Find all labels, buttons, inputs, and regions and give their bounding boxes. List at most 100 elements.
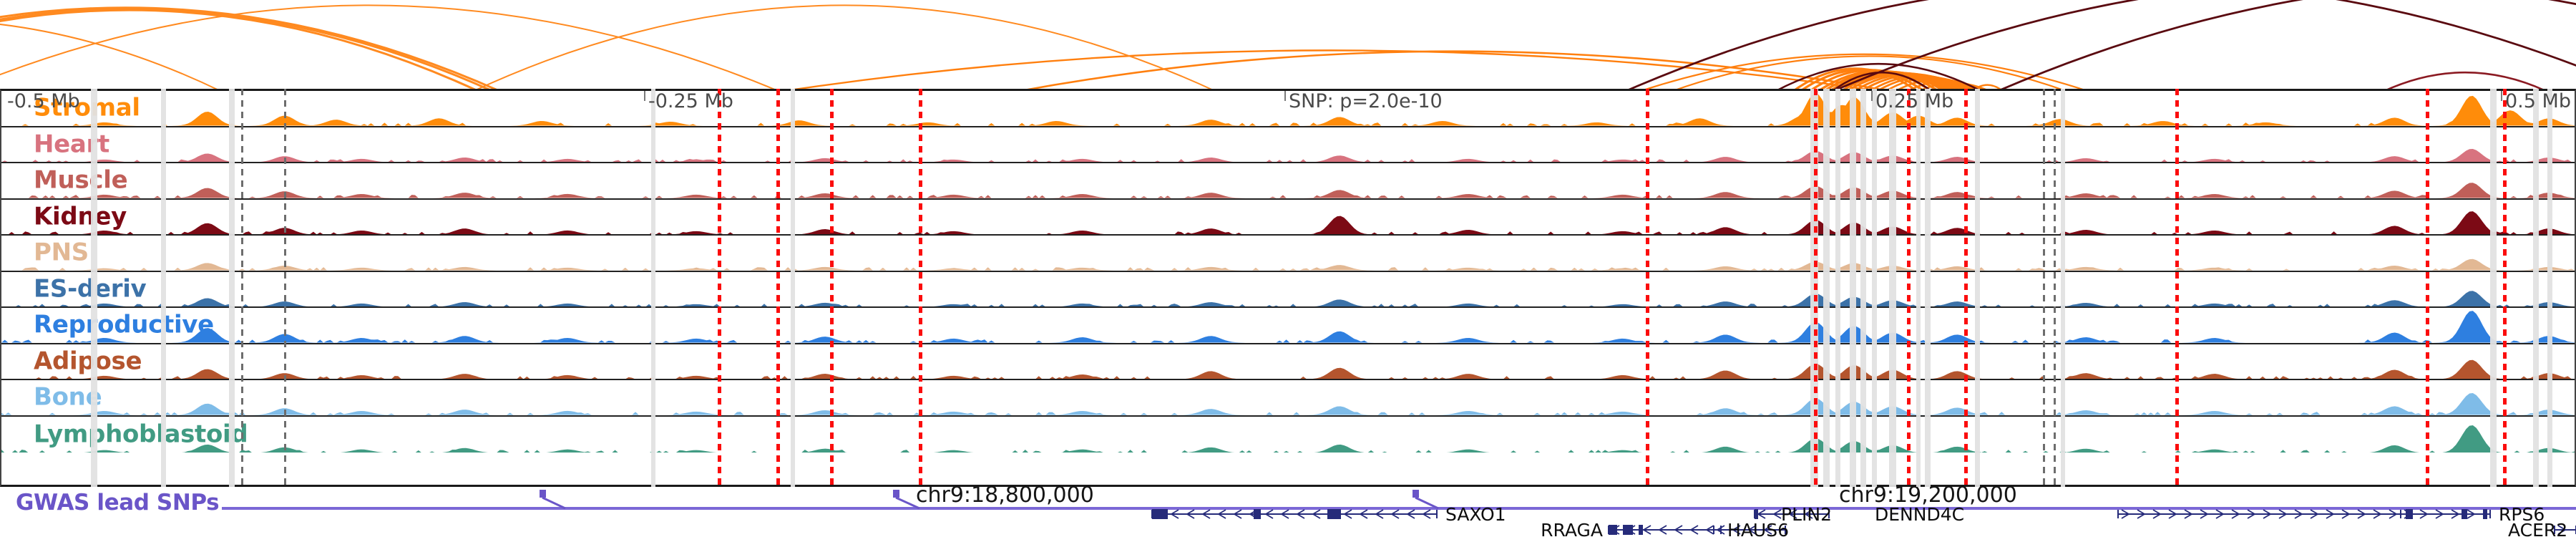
strand-arrow [1170,509,1179,519]
exon-block [1327,509,1333,519]
signal-track-reproductive[interactable]: Reproductive [1,308,2575,344]
signal-area [1,92,2575,126]
track-label-stromal: Stromal [34,93,140,122]
strand-arrow [1705,525,1714,535]
track-label-adipose: Adipose [34,347,142,376]
gwas-snp-markers[interactable] [0,490,2576,516]
signal-waveform [1,290,2575,306]
gene-label-plin2: PLIN2 [1781,504,1832,525]
gene-rps6[interactable]: RPS6 [2400,504,2545,525]
signal-area [1,290,2575,306]
strand-arrow [1312,509,1321,519]
exon-block [1623,525,1633,535]
strand-arrow [2247,509,2256,519]
track-label-kidney: Kidney [34,202,127,231]
loop-arc [1917,82,1991,92]
track-label-pns: PNS [34,238,89,267]
signal-track-kidney[interactable]: Kidney [1,200,2575,236]
strand-arrow [2152,509,2162,519]
gene-rraga[interactable]: RRAGA [1541,520,1722,537]
gene-label-dennd4c: DENND4C [1875,504,1964,525]
strand-arrow [1747,525,1757,535]
arcs-svg [0,0,2576,92]
signal-area [1,359,2575,379]
coordinate-label-left: chr9:18,800,000 [916,483,1094,508]
loop-arc [1670,55,2069,92]
signal-waveform [1,92,2575,126]
signal-area [1,425,2575,453]
signal-waveform [1,425,2575,453]
gene-label-rraga: RRAGA [1541,520,1603,537]
gwas-snp-tick[interactable] [540,490,546,498]
strand-arrow [2231,509,2240,519]
signal-waveform [1,393,2575,415]
gene-plin2[interactable]: PLIN2 [1754,504,1832,525]
gwas-snp-tick[interactable] [893,490,899,498]
gene-label-acer2: ACER2 [2508,520,2567,537]
strand-arrow [1280,509,1289,519]
strand-arrow [2310,509,2319,519]
signal-track-lymphoblastoid[interactable]: Lymphoblastoid [1,417,2575,453]
strand-arrow [2557,525,2567,535]
strand-arrow [2389,509,2398,519]
signal-track-muscle[interactable]: Muscle [1,163,2575,200]
signal-track-pns[interactable]: PNS [1,236,2575,272]
loop-arc [1831,72,1933,92]
strand-arrow [1186,509,1195,519]
loop-arc [0,23,223,92]
gwas-snp-tick[interactable] [1413,490,1419,498]
strand-arrow [1716,525,1725,535]
loop-arc [1624,0,2576,92]
gene-dennd4c[interactable]: DENND4C [1875,504,2401,525]
loop-arc [0,6,502,92]
gene-saxo1[interactable]: SAXO1 [1151,504,1506,525]
strand-arrow [1217,509,1226,519]
signal-waveform [1,311,2575,343]
strand-arrow [2263,509,2272,519]
strand-arrow [2200,509,2209,519]
strand-arrow [1689,525,1699,535]
signal-track-es-deriv[interactable]: ES-deriv [1,272,2575,308]
track-label-reproductive: Reproductive [34,310,214,339]
track-label-es-deriv: ES-deriv [34,274,147,304]
strand-arrow [2435,509,2444,519]
gene-label-haus6: HAUS6 [1727,520,1789,537]
strand-arrow [1233,509,1242,519]
strand-arrow [2419,509,2429,519]
strand-arrow [2168,509,2177,519]
signal-track-heart[interactable]: Heart [1,127,2575,163]
strand-arrow [2278,509,2288,519]
signal-waveform [1,148,2575,162]
loop-arc [2382,71,2548,92]
track-label-muscle: Muscle [34,165,128,195]
signal-track-stromal[interactable]: Stromal [1,91,2575,127]
loop-arc [1868,74,1973,92]
signal-track-bone[interactable]: Bone [1,380,2575,417]
gwas-lead-snps-row: GWAS lead SNPs chr9:18,800,000 chr9:19,2… [0,483,2576,516]
signal-track-adipose[interactable]: Adipose [1,344,2575,380]
strand-arrow [1804,509,1813,519]
signal-area [1,183,2575,198]
signal-waveform [1,183,2575,198]
gene-acer2[interactable]: ACER2 [2508,520,2576,537]
track-label-heart: Heart [34,130,109,159]
gwas-lead-snps-label: GWAS lead SNPs [16,490,220,516]
exon-block [1332,509,1341,519]
loop-arc [1884,77,1979,92]
loop-arc [1860,74,1970,92]
loop-arc [472,4,1217,92]
exon-block [1755,509,1758,519]
loop-arc [1831,0,2576,92]
track-label-bone: Bone [34,382,102,412]
strand-arrow [2184,509,2193,519]
signal-waveform [1,359,2575,379]
strand-arrow [2341,509,2351,519]
exon-block [1256,509,1260,519]
strand-arrow [2451,509,2460,519]
loop-arc [0,8,494,92]
strand-arrow [2121,509,2130,519]
strand-arrow [1772,509,1782,519]
gene-haus6[interactable]: HAUS6 [1713,520,1789,537]
